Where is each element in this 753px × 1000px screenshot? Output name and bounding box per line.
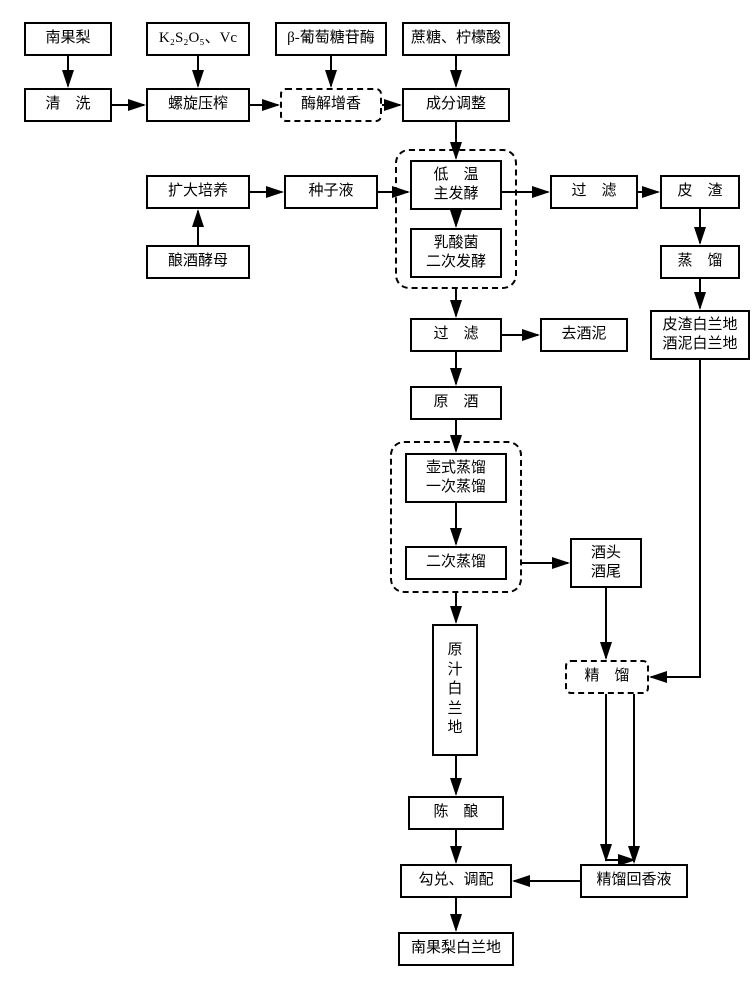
node-qujiuni: 去酒泥: [540, 318, 628, 352]
node-glucosidase: β-葡萄糖苷酶: [275, 22, 387, 56]
node-k2s2o5: K₂S₂O₅、Vc: [146, 22, 250, 56]
node-lactic: 乳酸菌 二次发酵: [410, 228, 502, 278]
node-yuanzhi: 原汁白兰地: [432, 624, 478, 756]
node-blend: 勾兑、调配: [400, 864, 512, 898]
node-pizha: 皮 渣: [660, 175, 740, 209]
node-lowtemp: 低 温 主发酵: [410, 160, 502, 210]
node-expand: 扩大培养: [146, 175, 250, 209]
node-press: 螺旋压榨: [146, 88, 250, 122]
node-nanguoli: 南果梨: [24, 22, 112, 56]
node-sucrose: 蔗糖、柠檬酸: [402, 22, 510, 56]
node-yuanjiu: 原 酒: [410, 386, 502, 420]
node-wash: 清 洗: [24, 88, 112, 122]
node-pizha-brandy: 皮渣白兰地 酒泥白兰地: [650, 310, 750, 360]
node-yeast: 酿酒酵母: [146, 245, 250, 279]
node-headtail: 酒头 酒尾: [570, 538, 642, 588]
node-seed: 种子液: [284, 175, 378, 209]
node-adjust: 成分调整: [402, 88, 510, 122]
node-enzyme: 酶解增香: [280, 88, 382, 122]
node-potstill: 壶式蒸馏 一次蒸馏: [405, 453, 507, 503]
node-final: 南果梨白兰地: [398, 932, 514, 966]
node-huixiang: 精馏回香液: [580, 864, 688, 898]
arrows-layer: [0, 0, 753, 1000]
node-chenniang: 陈 酿: [408, 796, 504, 830]
node-filter1: 过 滤: [550, 175, 638, 209]
node-second-distill: 二次蒸馏: [405, 546, 507, 580]
node-jingliu: 精 馏: [565, 660, 649, 694]
node-filter2: 过 滤: [410, 318, 502, 352]
node-distill1: 蒸 馏: [660, 245, 740, 279]
